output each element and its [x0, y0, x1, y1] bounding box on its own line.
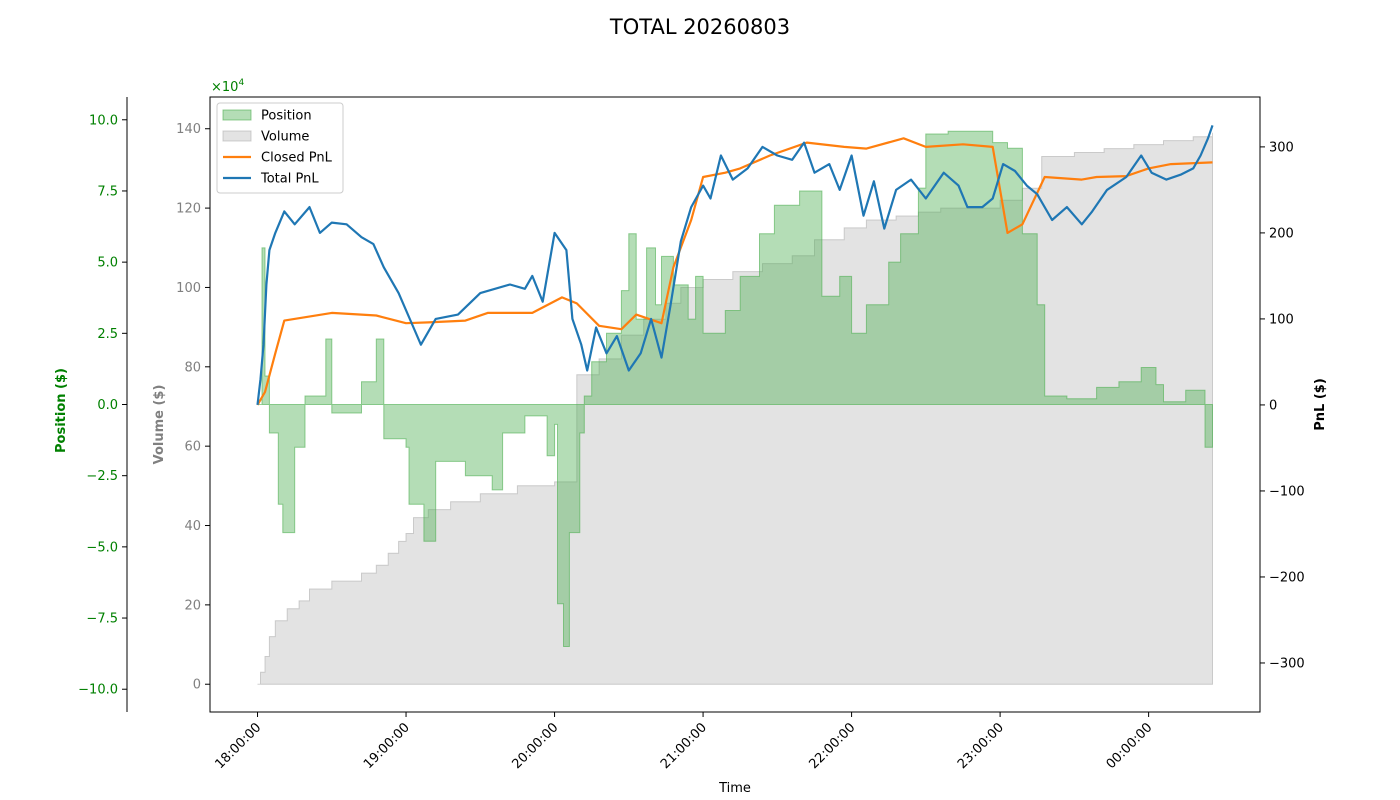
volume-tick-label: 140	[176, 122, 201, 137]
pnl-tick-label: 200	[1269, 226, 1294, 241]
position-multiplier-exponent: 4	[238, 78, 244, 88]
volume-axis-label: Volume ($)	[152, 385, 167, 465]
legend: Position Volume Closed PnL Total PnL	[216, 102, 344, 194]
x-tick-label: 18:00:00	[212, 720, 264, 772]
chart-title: TOTAL 20260803	[609, 15, 790, 39]
legend-swatch	[222, 130, 252, 142]
position-tick-label: −5.0	[86, 540, 118, 555]
position-multiplier: ×104	[211, 78, 244, 95]
closed-pnl-line	[256, 137, 1213, 406]
x-tick-label: 20:00:00	[509, 720, 561, 772]
volume-tick-label: 40	[184, 519, 201, 534]
volume-tick-label: 80	[184, 360, 201, 375]
x-axis-label: Time	[718, 781, 751, 796]
position-tick-label: 0.0	[97, 398, 118, 413]
legend-swatch	[222, 109, 252, 121]
position-tick-label: 7.5	[97, 184, 118, 199]
volume-tick-label: 60	[184, 440, 201, 455]
position-tick-label: 2.5	[97, 327, 118, 342]
legend-label: Position	[261, 109, 312, 124]
legend-label: Volume	[261, 130, 309, 145]
x-tick-label: 19:00:00	[361, 720, 413, 772]
x-tick-label: 22:00:00	[807, 720, 859, 772]
pnl-tick-label: 0	[1269, 398, 1277, 413]
volume-tick-label: 0	[193, 678, 201, 693]
pnl-tick-label: −200	[1269, 570, 1305, 585]
position-area	[257, 130, 1213, 647]
volume-tick-label: 120	[176, 202, 201, 217]
x-tick-label: 21:00:00	[658, 720, 710, 772]
position-tick-label: −7.5	[86, 612, 118, 627]
legend-box	[216, 102, 344, 194]
position-axis-label: Position ($)	[54, 368, 69, 453]
position-multiplier-base: ×10	[211, 80, 238, 95]
total-pnl-line	[256, 125, 1214, 406]
legend-label: Total PnL	[260, 172, 319, 187]
pnl-tick-label: −100	[1269, 484, 1305, 499]
pnl-tick-label: −300	[1269, 656, 1305, 671]
pnl-tick-label: 300	[1269, 140, 1294, 155]
pnl-axis-label: PnL ($)	[1313, 378, 1328, 431]
plot-area	[256, 125, 1214, 685]
volume-tick-label: 20	[184, 598, 201, 613]
volume-tick-label: 100	[176, 281, 201, 296]
pnl-tick-label: 100	[1269, 312, 1294, 327]
position-tick-label: −10.0	[78, 683, 118, 698]
x-tick-label: 00:00:00	[1104, 720, 1156, 772]
position-tick-label: −2.5	[86, 469, 118, 484]
position-tick-label: 10.0	[89, 113, 118, 128]
x-tick-label: 23:00:00	[955, 720, 1007, 772]
legend-label: Closed PnL	[261, 151, 333, 166]
position-tick-label: 5.0	[97, 256, 118, 271]
volume-area	[257, 132, 1213, 685]
